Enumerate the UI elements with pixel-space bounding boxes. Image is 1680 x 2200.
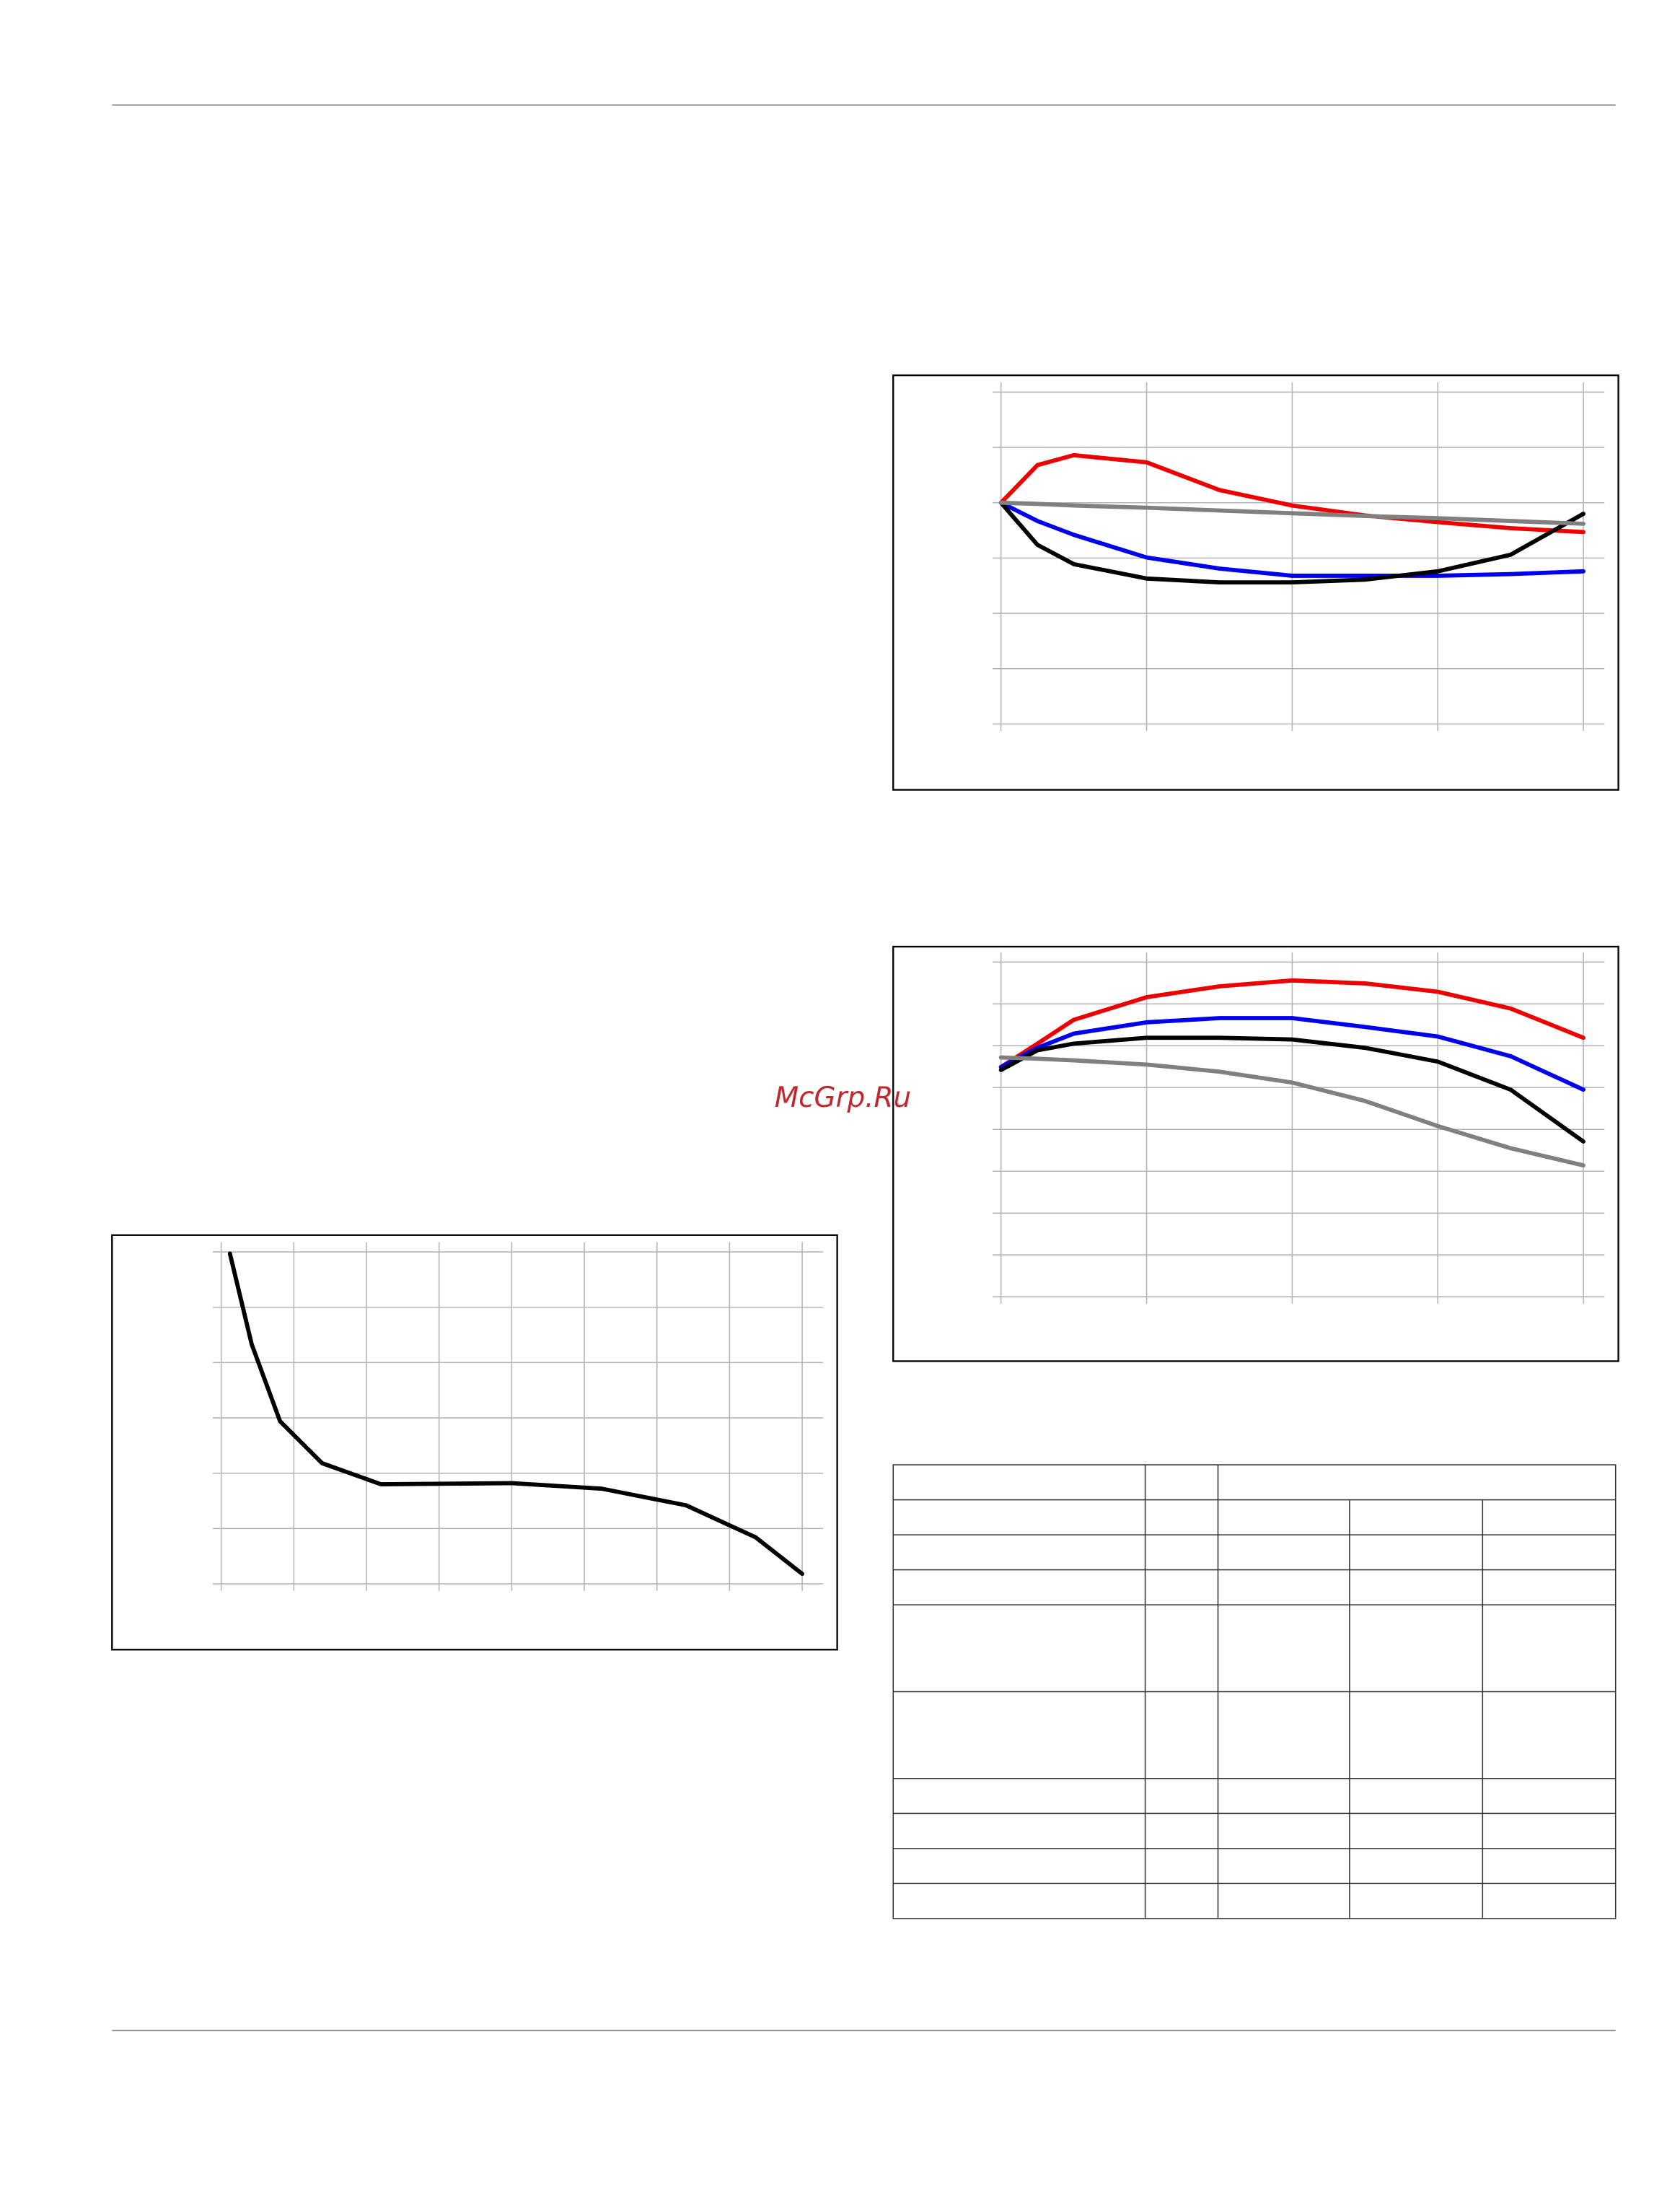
chart-frame [892,945,1619,1362]
series-line [998,1055,1586,1168]
series-line [998,452,1586,535]
series-line [998,978,1586,1069]
series-line [998,1016,1586,1092]
spec-table [892,1464,1617,1919]
series-line [227,1251,805,1577]
watermark: McGrp.Ru [775,1082,911,1114]
series-line [998,1035,1586,1144]
series-line [998,500,1586,585]
series-line [998,500,1586,578]
series-line [998,500,1586,526]
chart-frame [111,1234,838,1651]
chart-frame [892,374,1619,791]
